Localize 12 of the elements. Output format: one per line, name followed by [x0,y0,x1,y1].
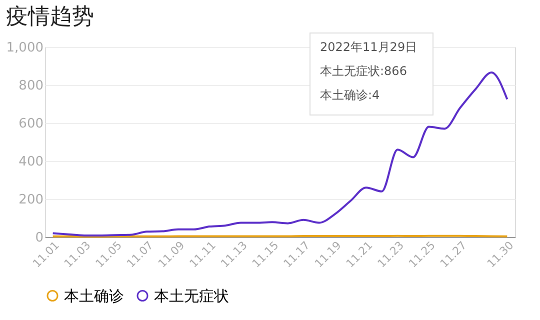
chart-title: 疫情趋势 [6,4,94,30]
y-tick-label: 200 [18,192,44,208]
legend-label: 本土确诊 [64,286,124,305]
y-tick-label: 1,000 [6,40,44,56]
annotation: 本土确诊:4 [320,88,380,102]
y-tick-label: 600 [18,116,44,132]
y-tick-label: 400 [18,154,44,170]
annotation: 2022年11月29日 [320,40,418,54]
y-tick-label: 800 [18,78,44,94]
legend-label: 本土无症状 [154,286,229,305]
y-tick-label: 0 [35,230,44,246]
annotation: 本土无症状:866 [320,64,407,78]
